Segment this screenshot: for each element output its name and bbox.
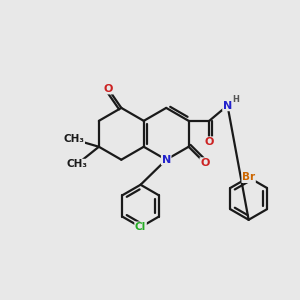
Text: O: O (205, 137, 214, 147)
Text: Cl: Cl (135, 222, 146, 232)
Text: CH₃: CH₃ (66, 159, 87, 170)
Text: Br: Br (242, 172, 255, 182)
Text: CH₃: CH₃ (63, 134, 84, 144)
Text: H: H (232, 94, 239, 103)
Text: O: O (200, 158, 209, 168)
Text: N: N (162, 155, 171, 165)
Text: N: N (223, 100, 232, 110)
Text: O: O (103, 84, 113, 94)
